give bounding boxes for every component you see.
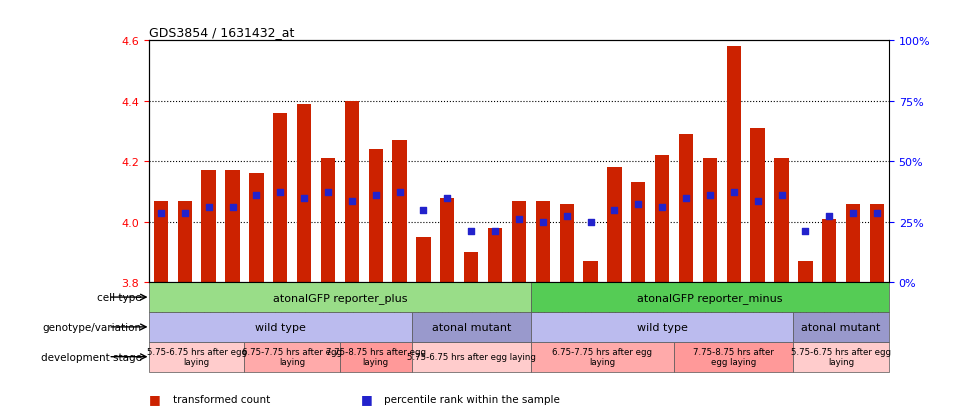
Point (249, 192, 264, 198)
Bar (822, 219, 836, 282)
Point (487, 228, 503, 235)
Bar (794, 312, 889, 342)
Text: ■: ■ (360, 392, 372, 405)
Point (750, 198, 765, 204)
Point (678, 195, 694, 202)
Text: 7.75-8.75 hrs after
egg laying: 7.75-8.75 hrs after egg laying (693, 347, 775, 366)
Bar (530, 312, 794, 342)
Point (846, 210, 861, 216)
Bar (202, 171, 216, 282)
Bar (655, 156, 669, 282)
Bar (340, 342, 411, 372)
Bar (244, 342, 340, 372)
Bar (249, 174, 263, 282)
Point (439, 195, 455, 202)
Bar (178, 201, 192, 282)
Bar (273, 114, 287, 282)
Text: atonal mutant: atonal mutant (431, 322, 511, 332)
Bar (512, 201, 526, 282)
Bar (631, 183, 646, 282)
Point (798, 228, 813, 235)
Text: ■: ■ (149, 392, 160, 405)
Bar (751, 129, 765, 282)
Point (177, 210, 192, 216)
Bar (149, 282, 530, 312)
Point (416, 207, 431, 214)
Text: 5.75-6.75 hrs after egg laying: 5.75-6.75 hrs after egg laying (407, 352, 535, 361)
Bar (392, 141, 407, 282)
Point (225, 204, 240, 211)
Bar (583, 261, 598, 282)
Text: 5.75-6.75 hrs after egg
laying: 5.75-6.75 hrs after egg laying (147, 347, 247, 366)
Bar (870, 204, 884, 282)
Text: percentile rank within the sample: percentile rank within the sample (384, 394, 560, 404)
Text: atonalGFP reporter_minus: atonalGFP reporter_minus (637, 292, 782, 303)
Bar (321, 159, 335, 282)
Point (392, 189, 407, 195)
Bar (559, 204, 574, 282)
Text: wild type: wild type (637, 322, 688, 332)
Bar (775, 159, 789, 282)
Text: atonal mutant: atonal mutant (801, 322, 881, 332)
Point (535, 219, 551, 225)
Bar (794, 342, 889, 372)
Point (273, 189, 288, 195)
Bar (149, 342, 244, 372)
Point (822, 213, 837, 219)
Bar (488, 228, 503, 282)
Point (583, 219, 599, 225)
Point (606, 207, 622, 214)
Bar (846, 204, 860, 282)
Bar (154, 201, 168, 282)
Point (368, 192, 383, 198)
Bar (678, 135, 693, 282)
Text: 5.75-6.75 hrs after egg
laying: 5.75-6.75 hrs after egg laying (791, 347, 891, 366)
Bar (369, 150, 382, 282)
Text: wild type: wild type (255, 322, 306, 332)
Point (654, 204, 670, 211)
Point (630, 201, 646, 207)
Bar (411, 342, 530, 372)
Text: transformed count: transformed count (173, 394, 270, 404)
Bar (530, 342, 674, 372)
Text: atonalGFP reporter_plus: atonalGFP reporter_plus (273, 292, 407, 303)
Bar (225, 171, 239, 282)
Bar (530, 282, 889, 312)
Point (559, 213, 575, 219)
Point (870, 210, 885, 216)
Bar (297, 104, 311, 282)
Text: development stage: development stage (40, 352, 141, 362)
Point (296, 195, 311, 202)
Bar (149, 312, 411, 342)
Bar (440, 198, 455, 282)
Bar (799, 261, 813, 282)
Bar (464, 252, 479, 282)
Text: 6.75-7.75 hrs after egg
laying: 6.75-7.75 hrs after egg laying (553, 347, 653, 366)
Bar (416, 237, 431, 282)
Bar (535, 201, 550, 282)
Point (774, 192, 789, 198)
Bar (411, 312, 530, 342)
Text: 7.75-8.75 hrs after egg
laying: 7.75-8.75 hrs after egg laying (326, 347, 426, 366)
Point (511, 216, 527, 223)
Text: GDS3854 / 1631432_at: GDS3854 / 1631432_at (149, 26, 294, 39)
Point (727, 189, 742, 195)
Text: 6.75-7.75 hrs after egg
laying: 6.75-7.75 hrs after egg laying (242, 347, 342, 366)
Bar (702, 159, 717, 282)
Point (344, 198, 359, 204)
Point (201, 204, 216, 211)
Text: cell type: cell type (97, 292, 141, 302)
Point (463, 228, 479, 235)
Bar (674, 342, 794, 372)
Bar (345, 102, 359, 282)
Point (320, 189, 335, 195)
Point (153, 210, 168, 216)
Bar (607, 168, 622, 282)
Point (702, 192, 718, 198)
Text: genotype/variation: genotype/variation (42, 322, 141, 332)
Bar (727, 47, 741, 282)
